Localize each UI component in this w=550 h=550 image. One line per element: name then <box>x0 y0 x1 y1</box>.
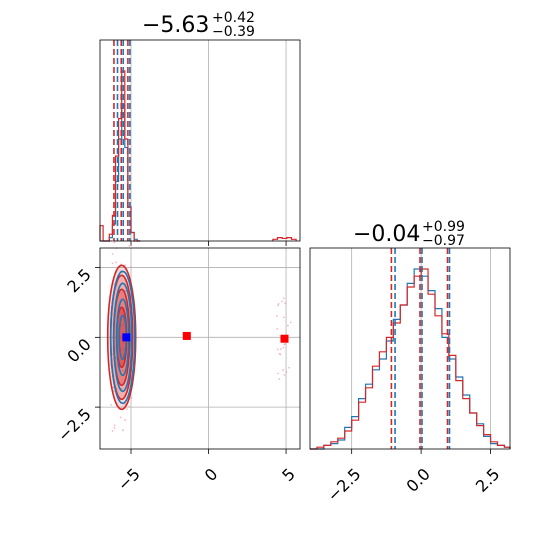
panel-2d-marker-1 <box>182 331 191 340</box>
panel-2d-point-11 <box>130 244 133 247</box>
panel-1-frame <box>99 39 301 242</box>
panel-2d-point-80 <box>284 343 286 345</box>
title-2-main: −0.04 <box>353 222 420 247</box>
title-2-sub: −0.97 <box>422 233 465 249</box>
title-param-2: −0.04 +0.99 −0.97 <box>353 219 465 249</box>
panel-2d-point-13 <box>130 397 133 399</box>
panel-4-xticklabel-1: 0.0 <box>403 464 434 495</box>
panel-2d-contour-blue-0 <box>109 270 136 405</box>
panel-2d-point-16 <box>113 241 116 244</box>
panel-2d-point-58 <box>121 271 124 274</box>
title-1-sup: +0.42 <box>212 10 255 26</box>
panel-2d-point-66 <box>285 371 288 373</box>
panel-2d-point-69 <box>275 314 278 317</box>
panel-2d-point-21 <box>111 253 114 255</box>
panel-2d-point-70 <box>282 316 285 319</box>
panel-2d-point-2 <box>119 335 122 337</box>
panel-2d-yticklabel-2: 2.5 <box>63 265 94 296</box>
panel-4-background <box>310 248 510 449</box>
panel-2d-point-79 <box>284 302 287 305</box>
panel-2d-point-60 <box>283 373 286 376</box>
panel-2d-point-73 <box>279 348 282 351</box>
panel-2d-contour-blue-1 <box>112 282 133 393</box>
panel-2d-point-84 <box>282 297 285 300</box>
panel-2d-point-47 <box>111 240 114 243</box>
panel-2d-point-54 <box>124 264 127 267</box>
panel-2d-point-75 <box>277 372 279 375</box>
panel-2d-yticklabel-0: −2.5 <box>54 405 95 446</box>
panel-2d-point-3 <box>111 262 114 265</box>
panel-1-hist-red-tail <box>272 237 297 241</box>
panel-2d-point-74 <box>277 304 279 307</box>
panel-2d-point-1 <box>112 386 115 389</box>
title-1-sub: −0.39 <box>212 24 255 40</box>
panel-2d-point-18 <box>121 369 124 372</box>
panel-2d-point-57 <box>111 430 114 432</box>
panel-2d-point-77 <box>276 328 279 330</box>
title-param-1: −5.63 +0.42 −0.39 <box>142 10 255 40</box>
panel-2d-point-40 <box>121 429 124 432</box>
panel-2d-point-62 <box>276 348 279 351</box>
panel-2d-point-49 <box>122 342 125 345</box>
panel-4-frame <box>309 247 511 450</box>
panel-2d-frame <box>99 247 301 450</box>
panel-2d-point-38 <box>130 266 132 268</box>
panel-2d-point-46 <box>122 347 125 350</box>
panel-2d-yticklabel-1: 0.0 <box>63 335 94 366</box>
panel-2d-point-37 <box>128 244 131 247</box>
panel-2d-point-6 <box>124 419 127 421</box>
panel-2d-point-35 <box>126 408 128 411</box>
panel-2d-point-71 <box>281 300 283 303</box>
panel-2d-xticklabel-0: −5 <box>114 464 144 494</box>
title-2-sup: +0.99 <box>422 219 465 235</box>
panel-2d-xticklabel-2: 5 <box>278 464 299 485</box>
panel-2d-point-26 <box>112 390 115 393</box>
panel-2d-point-59 <box>128 405 131 408</box>
panel-2d-point-27 <box>119 416 122 419</box>
panel-2d-point-8 <box>124 403 127 406</box>
panel-2d-point-43 <box>124 290 127 292</box>
panel-2d-point-64 <box>288 366 290 369</box>
panel-2d-point-52 <box>110 403 113 406</box>
panel-2d-xticklabel-1: 0 <box>201 464 222 485</box>
panel-2d-point-81 <box>277 303 280 305</box>
panel-2d-point-22 <box>115 261 117 264</box>
panel-2d-density: −5 0 5 −2.5 0.0 2.5 <box>54 240 301 495</box>
panel-2d-point-56 <box>113 426 116 429</box>
panel-2d-point-65 <box>278 378 281 381</box>
panel-2d-point-72 <box>286 324 289 327</box>
panel-2d-marker-2 <box>280 334 289 343</box>
panel-hist-param-1 <box>99 39 301 246</box>
panel-2d-point-10 <box>113 424 116 427</box>
panel-4-xticklabel-2: 2.5 <box>472 464 503 495</box>
panel-2d-point-0 <box>120 324 123 327</box>
panel-2d-marker-0 <box>122 333 131 342</box>
panel-2d-point-83 <box>289 321 292 324</box>
panel-1-background <box>100 40 300 241</box>
panel-4-hist-red <box>310 268 511 450</box>
panel-hist-param-2: −2.5 0.0 2.5 <box>309 247 511 505</box>
panel-4-xticklabel-0: −2.5 <box>324 464 365 505</box>
panel-2d-point-67 <box>282 369 284 371</box>
title-1-main: −5.63 <box>142 13 209 38</box>
panel-2d-point-78 <box>282 346 285 349</box>
panel-2d-point-19 <box>113 283 116 285</box>
panel-2d-point-76 <box>278 352 281 355</box>
